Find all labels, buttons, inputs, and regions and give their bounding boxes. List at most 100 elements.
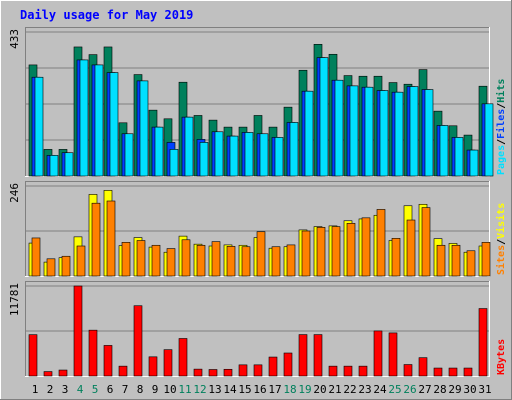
x-tick-label-day-25: 25	[388, 383, 401, 396]
bar-sites-day-21	[331, 226, 341, 277]
bar-sites-day-20	[316, 227, 326, 277]
panel-visits-sites: 246 Sites/Visits	[8, 181, 507, 277]
x-tick-label-day-30: 30	[463, 383, 476, 396]
bar-sites-day-29	[451, 244, 461, 277]
bar-kbytes-day-8	[133, 305, 143, 377]
side-legend-pages: Pages	[496, 145, 507, 175]
x-tick-label-day-3: 3	[62, 383, 69, 396]
side-legend-separator: /	[496, 103, 507, 109]
x-tick-label-day-2: 2	[47, 383, 54, 396]
side-legend-hits: Hits	[495, 79, 507, 103]
bar-sites-day-15	[241, 246, 251, 277]
bar-sites-day-28	[436, 244, 446, 277]
bar-kbytes-day-18	[283, 352, 293, 377]
bar-pages-day-21	[334, 79, 344, 177]
bar-kbytes-day-30	[463, 367, 473, 377]
bar-pages-day-6	[109, 72, 119, 177]
bar-pages-day-8	[139, 80, 149, 177]
bar-pages-day-17	[274, 137, 284, 177]
bar-pages-day-11	[184, 116, 194, 177]
bar-kbytes-day-5	[88, 329, 98, 377]
bar-sites-day-18	[286, 244, 296, 277]
bar-kbytes-day-24	[373, 330, 383, 377]
bar-kbytes-day-6	[103, 345, 113, 377]
bar-sites-day-6	[106, 200, 116, 277]
x-tick-label-day-6: 6	[107, 383, 114, 396]
x-tick-label-day-23: 23	[358, 383, 371, 396]
x-tick-label-day-1: 1	[32, 383, 39, 396]
x-tick-label-day-5: 5	[92, 383, 99, 396]
bar-pages-day-3	[64, 152, 74, 177]
bar-kbytes-day-4	[73, 285, 83, 377]
bar-sites-day-19	[301, 230, 311, 277]
side-legend: Sites/Visits	[495, 203, 507, 275]
x-tick-label-day-4: 4	[77, 383, 84, 396]
bar-sites-day-2	[46, 258, 56, 277]
bar-sites-day-11	[181, 239, 191, 277]
x-tick-label-day-29: 29	[448, 383, 461, 396]
bar-kbytes-day-13	[208, 369, 218, 377]
bar-pages-day-7	[124, 133, 134, 177]
side-legend-visits: Visits	[495, 203, 507, 239]
x-tick-label-day-24: 24	[373, 383, 387, 396]
bar-pages-day-26	[409, 86, 419, 177]
bar-kbytes-day-27	[418, 357, 428, 377]
bar-sites-day-16	[256, 231, 266, 277]
y-max-tick-label: 246	[8, 183, 21, 203]
bar-kbytes-day-17	[268, 356, 278, 377]
bar-pages-day-23	[364, 86, 374, 177]
bar-sites-day-3	[61, 255, 71, 277]
x-tick-label-day-21: 21	[328, 383, 341, 396]
panel-background	[25, 281, 490, 377]
bar-pages-day-31	[484, 103, 494, 177]
bar-kbytes-day-22	[343, 365, 353, 377]
bar-kbytes-day-21	[328, 365, 338, 377]
bar-sites-day-30	[466, 250, 476, 277]
bar-sites-day-10	[166, 248, 176, 277]
bar-pages-day-5	[94, 64, 104, 177]
bar-pages-day-18	[289, 122, 299, 177]
bar-kbytes-day-9	[148, 356, 158, 377]
bar-kbytes-day-2	[43, 371, 53, 377]
bar-kbytes-day-15	[238, 364, 248, 377]
bar-sites-day-9	[151, 244, 161, 277]
bar-kbytes-day-20	[313, 334, 323, 377]
bar-pages-day-24	[379, 90, 389, 177]
side-legend: Pages/Files/Hits	[495, 79, 507, 175]
bar-pages-day-25	[394, 91, 404, 177]
bar-sites-day-17	[271, 246, 281, 277]
chart-panels: 433Pages/Files/Hits246Sites/Visits11781K…	[8, 27, 507, 377]
bar-sites-day-23	[361, 217, 371, 277]
bar-pages-day-29	[454, 137, 464, 177]
bar-kbytes-day-26	[403, 364, 413, 377]
bar-pages-day-13	[214, 131, 224, 177]
bar-kbytes-day-3	[58, 369, 68, 377]
bar-sites-day-25	[391, 238, 401, 277]
bar-kbytes-day-29	[448, 367, 458, 377]
bar-sites-day-27	[421, 207, 431, 277]
bar-kbytes-day-28	[433, 367, 443, 377]
side-legend-files: Files	[495, 109, 507, 139]
bar-pages-day-1	[34, 76, 44, 177]
side-legend-kbytes: KBytes	[496, 339, 507, 375]
x-tick-label-day-16: 16	[253, 383, 266, 396]
x-tick-label-day-19: 19	[298, 383, 311, 396]
x-tick-label-day-13: 13	[208, 383, 221, 396]
bar-sites-day-12	[196, 244, 206, 277]
bar-kbytes-day-7	[118, 365, 128, 377]
y-max-tick-label: 433	[8, 29, 21, 49]
bar-pages-day-27	[424, 89, 434, 177]
bar-kbytes-day-11	[178, 338, 188, 377]
chart-title: Daily usage for May 2019	[20, 8, 193, 22]
bar-sites-day-24	[376, 209, 386, 277]
x-tick-label-day-17: 17	[268, 383, 281, 396]
bar-kbytes-day-16	[253, 364, 263, 377]
side-legend-separator: /	[496, 239, 507, 245]
bar-sites-day-5	[91, 202, 101, 277]
x-tick-label-day-20: 20	[313, 383, 326, 396]
bar-kbytes-day-14	[223, 368, 233, 377]
x-tick-label-day-15: 15	[238, 383, 251, 396]
bar-pages-day-30	[469, 149, 479, 177]
